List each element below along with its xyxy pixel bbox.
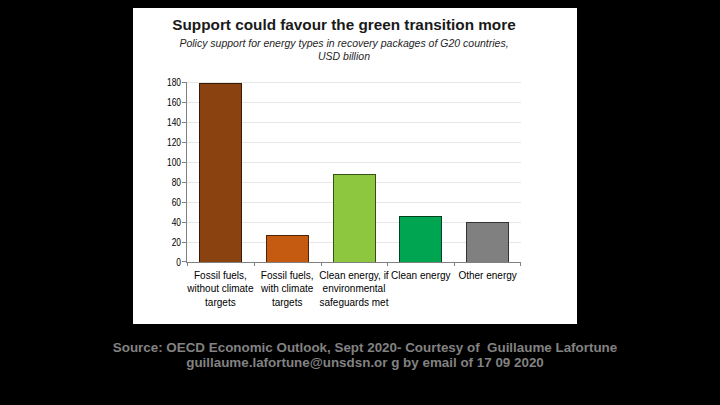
y-axis-tick [182,122,186,123]
x-axis-tick [520,262,521,266]
bar-3 [333,174,376,262]
x-axis-tick [387,262,388,266]
x-axis-tick [321,262,322,266]
chart-subtitle: Policy support for energy types in recov… [133,37,577,62]
y-axis-label: 100 [157,157,181,167]
y-axis-tick [182,142,186,143]
y-axis-label: 0 [157,257,181,267]
y-axis-tick [182,242,186,243]
y-axis-tick [182,202,186,203]
y-axis-label: 140 [157,117,181,127]
chart-title: Support could favour the green transitio… [133,16,577,34]
source-line-2: guillaume.lafortune@unsdsn.or g by email… [10,355,720,370]
x-axis-tick [254,262,255,266]
y-axis-label: 40 [157,217,181,227]
y-axis-tick [182,261,186,262]
slide: { "slide": { "background": "#000000" }, … [0,0,720,405]
x-axis-tick [454,262,455,266]
bar-4 [399,216,442,262]
category-label: Other energy [448,269,528,282]
x-axis-tick [187,262,188,266]
source-line-1: Source: OECD Economic Outlook, Sept 2020… [10,340,720,355]
bar-2 [266,235,309,262]
y-axis-tick [182,182,186,183]
bar-1 [199,83,242,262]
y-axis-label: 120 [157,137,181,147]
bar-5 [466,222,509,262]
y-axis-label: 60 [157,197,181,207]
y-axis-tick [182,222,186,223]
y-axis-label: 20 [157,237,181,247]
y-axis-tick [182,102,186,103]
plot-area: 020406080100120140160180Fossil fuels, wi… [186,82,521,263]
chart-panel: Support could favour the green transitio… [133,8,577,324]
y-axis-label: 80 [157,177,181,187]
y-axis-label: 180 [157,77,181,87]
source-note: Source: OECD Economic Outlook, Sept 2020… [0,340,720,371]
y-axis-label: 160 [157,97,181,107]
y-axis-tick [182,82,186,83]
y-axis-tick [182,162,186,163]
